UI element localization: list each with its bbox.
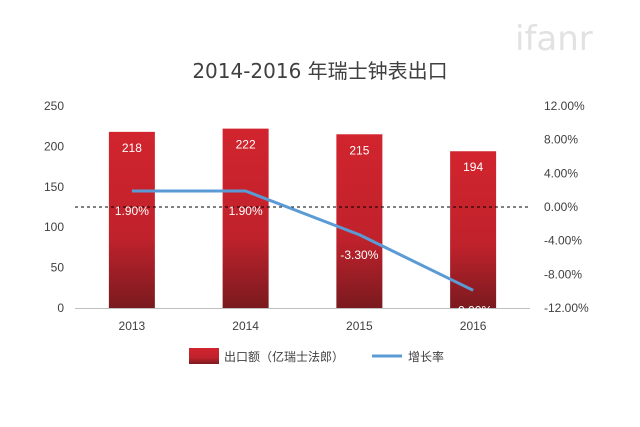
y-right-tick-label: 0.00% bbox=[544, 200, 578, 214]
y-left-tick-label: 100 bbox=[44, 220, 64, 234]
legend-label-export: 出口额（亿瑞士法郎） bbox=[224, 349, 344, 364]
legend-label-growth: 增长率 bbox=[408, 349, 444, 364]
y-left-tick-label: 250 bbox=[44, 99, 64, 113]
bar-2016 bbox=[450, 151, 497, 308]
y-right-tick-label: 4.00% bbox=[544, 166, 578, 180]
y-left-tick-label: 50 bbox=[51, 261, 65, 275]
axes-layer: 2013 2014 2015 2016 250 200 150 100 50 0 12.00% 8.0… bbox=[44, 99, 589, 333]
chart-title: 2014-2016 年瑞士钟表出口 bbox=[192, 59, 447, 83]
x-tick-label-2016: 2016 bbox=[460, 319, 487, 333]
growth-value-label-2014: 1.90% bbox=[229, 204, 263, 218]
legend: 出口额（亿瑞士法郎） 增长率 bbox=[189, 348, 444, 364]
x-tick-label-2014: 2014 bbox=[232, 319, 259, 333]
bars-layer bbox=[108, 128, 497, 308]
y-right-tick-label: -4.00% bbox=[544, 234, 582, 248]
x-tick-label-2013: 2013 bbox=[119, 319, 146, 333]
legend-swatch-export bbox=[189, 348, 219, 364]
y-right-tick-label: -12.00% bbox=[544, 301, 589, 315]
y-right-tick-label: 12.00% bbox=[544, 99, 585, 113]
y-left-tick-label: 150 bbox=[44, 180, 64, 194]
y-right-tick-label: 8.00% bbox=[544, 133, 578, 147]
bar-2015 bbox=[336, 134, 383, 308]
x-tick-label-2015: 2015 bbox=[346, 319, 373, 333]
y-left-tick-label: 0 bbox=[57, 301, 64, 315]
growth-rate-line bbox=[131, 189, 474, 292]
bar-2013 bbox=[108, 131, 155, 308]
watermark-logo: ifanr bbox=[515, 19, 593, 59]
y-right-tick-label: -8.00% bbox=[544, 267, 582, 281]
bar-value-label-2013: 218 bbox=[122, 141, 142, 155]
growth-line-layer bbox=[131, 189, 474, 292]
data-labels-layer: 218 222 215 194 1.90% 1.90% -3.30% -9.90% bbox=[115, 138, 493, 318]
growth-value-label-2016: -9.90% bbox=[454, 303, 492, 317]
bar-value-label-2015: 215 bbox=[349, 143, 369, 157]
bar-value-label-2016: 194 bbox=[463, 160, 483, 174]
bar-value-label-2014: 222 bbox=[236, 138, 256, 152]
growth-value-label-2015: -3.30% bbox=[340, 248, 378, 262]
growth-value-label-2013: 1.90% bbox=[115, 204, 149, 218]
y-left-tick-label: 200 bbox=[44, 139, 64, 153]
bar-2014 bbox=[222, 128, 269, 308]
